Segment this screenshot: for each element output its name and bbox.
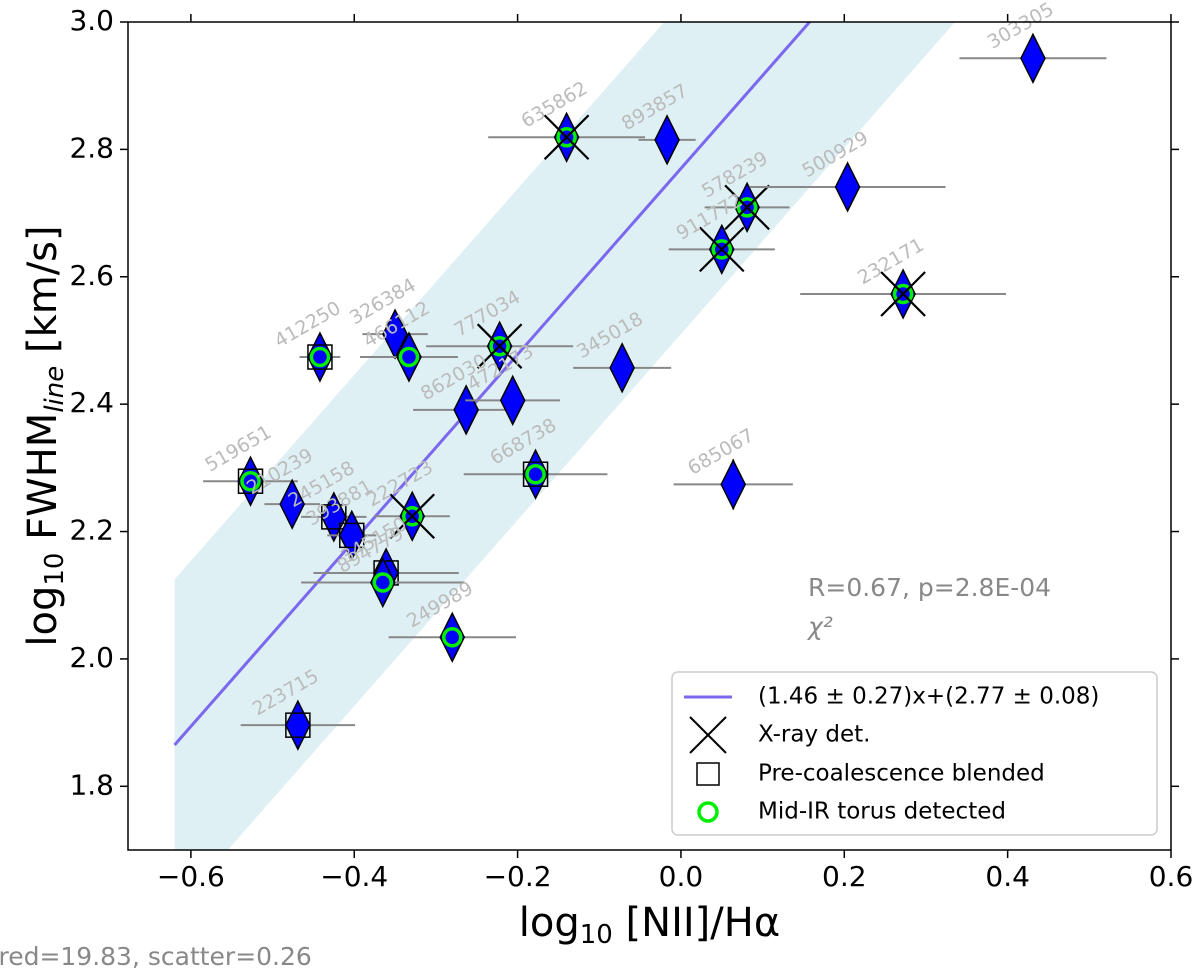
point xyxy=(279,478,306,530)
torus-marker xyxy=(398,346,420,368)
plot xyxy=(173,22,1107,850)
legend-xray xyxy=(689,716,727,754)
xray-marker xyxy=(880,271,926,317)
point-label: 303305 xyxy=(984,0,1058,54)
blended-marker xyxy=(321,504,347,530)
point xyxy=(720,458,747,511)
x-tick-label: −0.2 xyxy=(484,860,552,893)
xray-marker xyxy=(389,493,436,540)
torus-marker xyxy=(525,463,546,485)
torus-marker xyxy=(240,470,261,492)
x-tick-label: −0.4 xyxy=(320,860,388,893)
blended-marker xyxy=(285,712,311,738)
y-tick-label: 2.4 xyxy=(69,386,114,419)
x-tick-label: 0.0 xyxy=(659,860,704,893)
legend-label: Pre-coalescence blended xyxy=(758,761,1045,787)
y-tick-label: 1.8 xyxy=(69,768,114,801)
legend-label: X-ray det. xyxy=(758,722,870,748)
point xyxy=(654,114,680,166)
y-axis-label-part: FWHM xyxy=(20,413,66,553)
x-tick-label: −0.6 xyxy=(157,860,225,893)
y-axis-label: log10 FWHMline [km/s] xyxy=(20,225,70,646)
annotation: χ² xyxy=(806,612,833,641)
scatter-band xyxy=(174,22,956,850)
legend-torus xyxy=(697,801,719,823)
annotation: R=0.67, p=2.8E-04 xyxy=(808,573,1051,602)
legend-label: Mid-IR torus detected xyxy=(758,799,1006,825)
xray-marker xyxy=(699,226,745,273)
y-axis-label-part: line xyxy=(40,366,70,413)
blended-marker xyxy=(307,344,333,370)
y-tick-label: 2.8 xyxy=(69,131,114,164)
point xyxy=(382,308,408,360)
point xyxy=(609,342,635,394)
x-tick-label: 0.4 xyxy=(985,860,1030,893)
x-axis-label-part: [NII]/Hα xyxy=(613,900,780,946)
legend-box xyxy=(671,671,1158,836)
point xyxy=(834,161,861,213)
frame xyxy=(127,21,1172,851)
blended-marker xyxy=(339,522,365,549)
point xyxy=(453,384,479,436)
point-label: 412250 xyxy=(271,297,345,352)
y-axis-label-part: log xyxy=(20,586,66,647)
y-axis-label-part: [km/s] xyxy=(20,225,66,365)
x-tick-label: 0.6 xyxy=(1149,860,1194,893)
legend-label: (1.46 ± 0.27)x+(2.77 ± 0.08) xyxy=(758,684,1099,710)
xray-marker xyxy=(724,184,770,231)
point xyxy=(1020,32,1046,84)
x-axis-label-part: 10 xyxy=(580,920,613,950)
y-axis-label-part: 10 xyxy=(40,553,70,586)
blended-marker xyxy=(522,461,549,487)
fit-line xyxy=(173,22,812,747)
torus-marker xyxy=(442,627,463,648)
point-label: 685067 xyxy=(684,424,758,479)
footer: χ²red=19.83, scatter=0.26 xyxy=(0,942,312,969)
legend-blended xyxy=(696,762,720,786)
xray-marker xyxy=(543,114,590,161)
x-axis-label-part: log xyxy=(519,900,580,946)
torus-marker xyxy=(372,572,394,593)
y-tick-label: 2.6 xyxy=(69,259,114,292)
x-tick-label: 0.2 xyxy=(822,860,867,893)
y-tick-label: 2.0 xyxy=(69,641,114,674)
point xyxy=(499,374,526,427)
x-axis-label: log10 [NII]/Hα xyxy=(519,900,780,950)
torus-marker xyxy=(309,346,331,368)
y-tick-label: 2.2 xyxy=(69,514,114,547)
xray-marker xyxy=(476,323,523,369)
blended-marker xyxy=(237,468,264,494)
y-tick-label: 3.0 xyxy=(69,4,114,37)
